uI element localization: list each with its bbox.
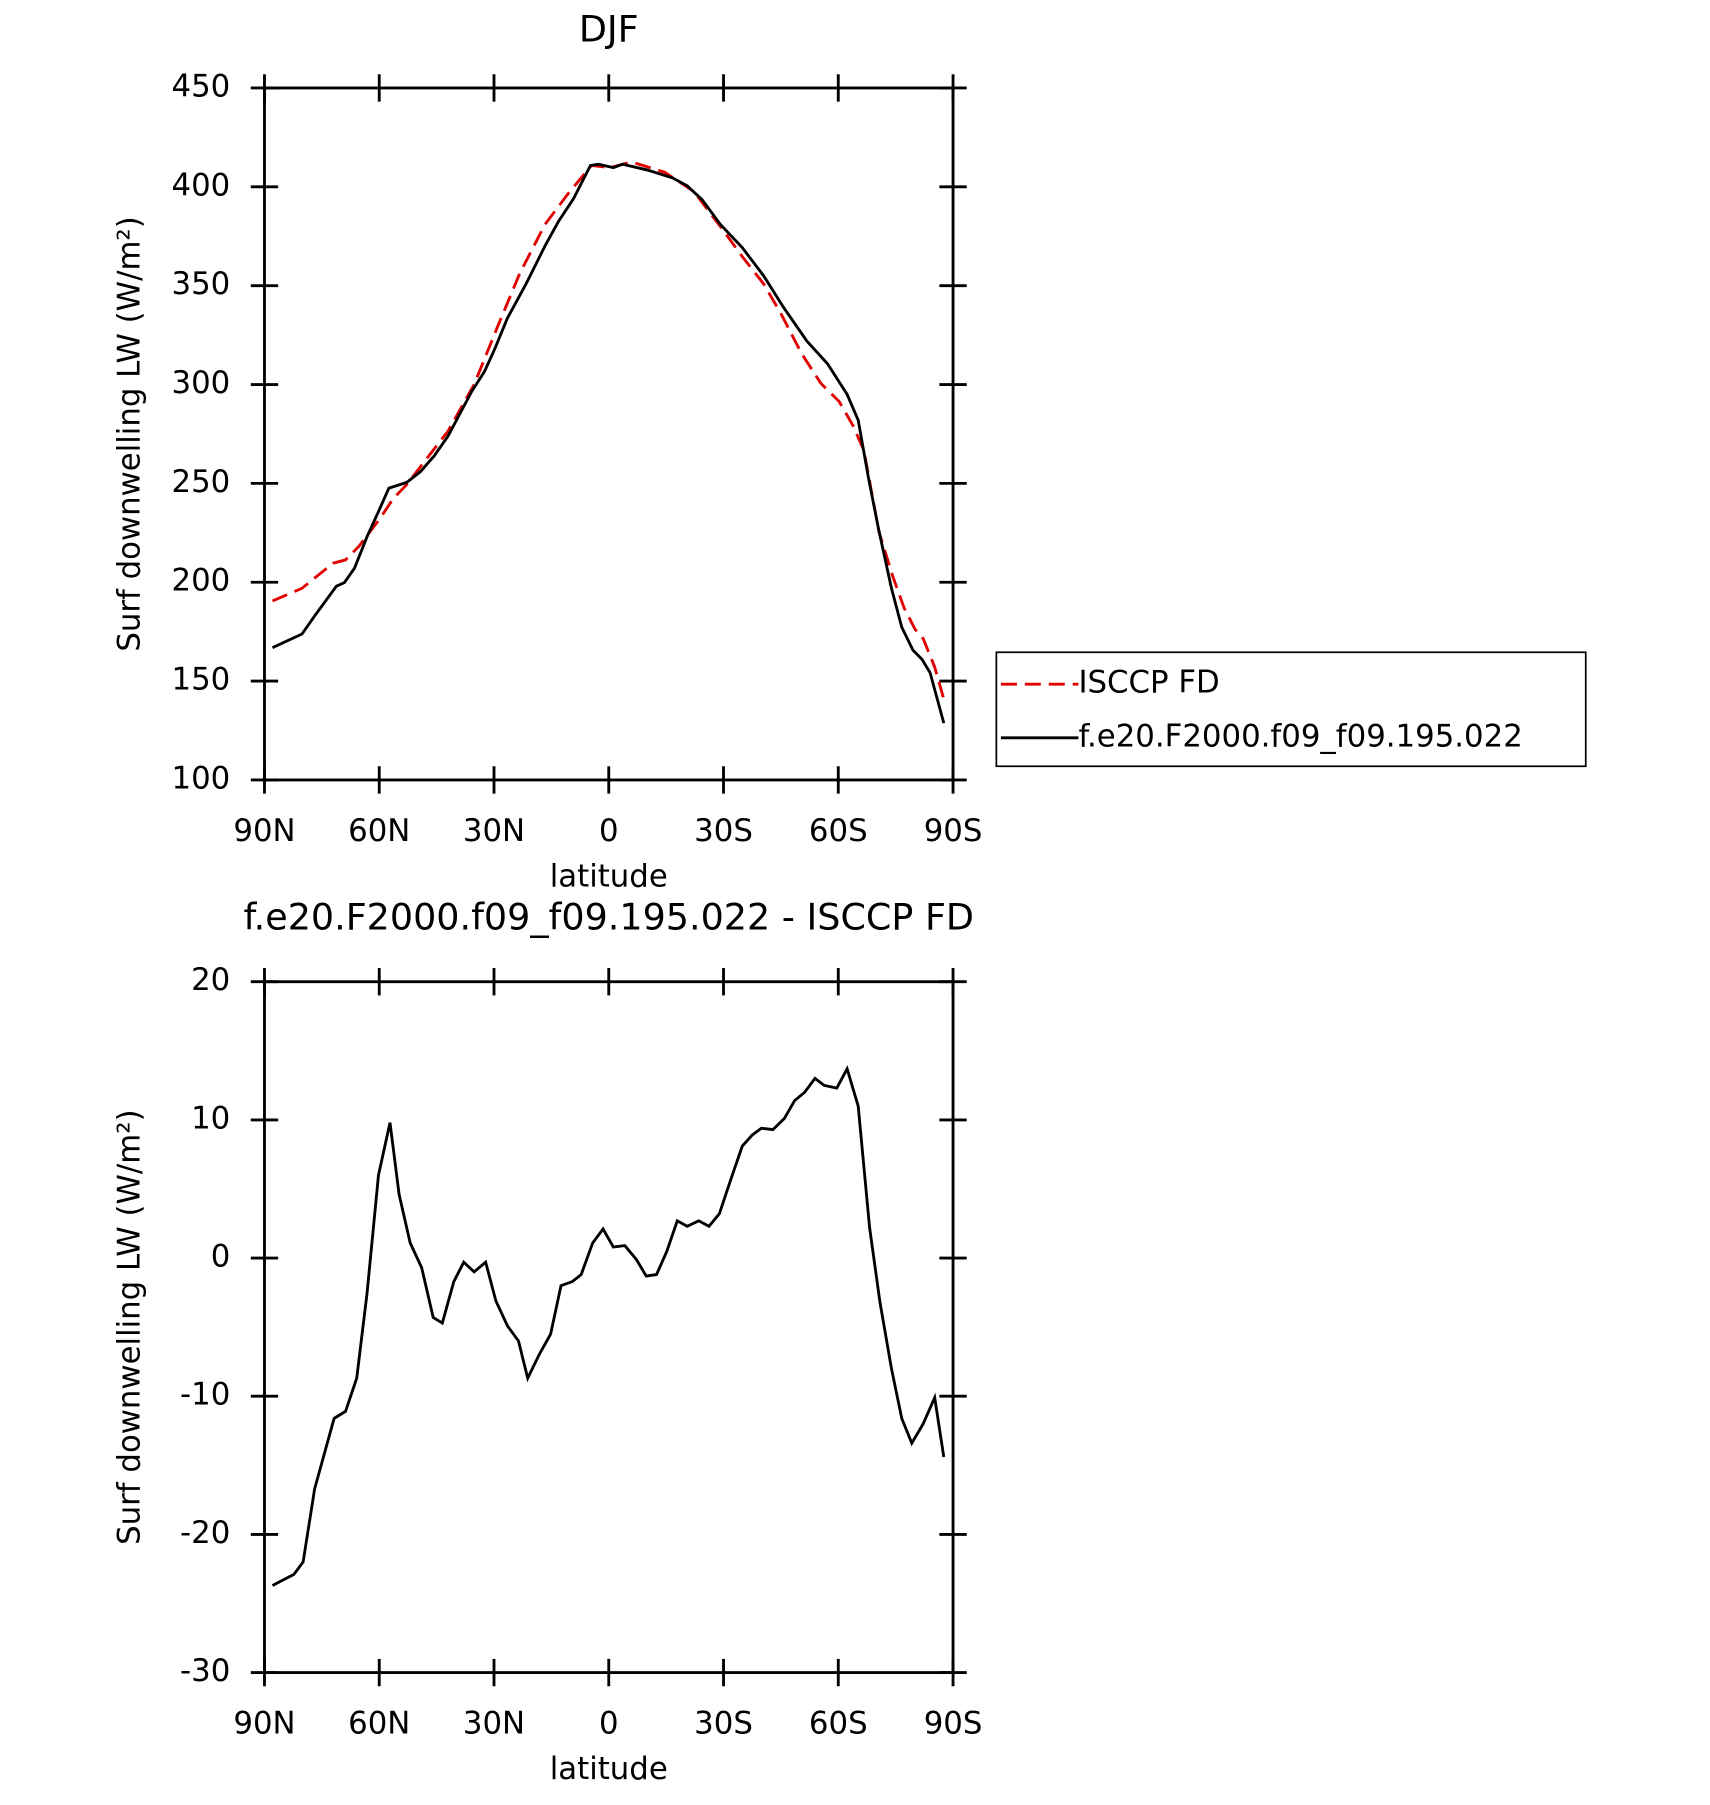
y-tick-label: 350 — [172, 266, 231, 302]
x-tick-label: 90N — [233, 1706, 295, 1742]
y-tick-label: 150 — [172, 662, 231, 698]
x-tick-label: 60N — [348, 813, 410, 849]
x-tick-label: 60S — [809, 813, 868, 849]
x-tick-label: 90S — [924, 1706, 983, 1742]
x-tick-label: 30S — [694, 813, 753, 849]
y-axis-label: Surf downwelling LW (W/m²) — [112, 1109, 148, 1544]
y-tick-label: 300 — [172, 365, 231, 401]
y-tick-label: 450 — [172, 68, 231, 104]
y-tick-label: 400 — [172, 167, 231, 203]
y-tick-label: 10 — [191, 1100, 230, 1136]
y-tick-label: -10 — [180, 1377, 230, 1413]
y-tick-label: 200 — [172, 563, 231, 599]
chart-title: f.e20.F2000.f09_f09.195.022 - ISCCP FD — [243, 896, 974, 939]
y-axis-label: Surf downwelling LW (W/m²) — [112, 216, 148, 651]
x-tick-label: 30N — [463, 813, 525, 849]
x-axis-label: latitude — [550, 1751, 668, 1787]
data-line — [271, 160, 946, 700]
x-axis-label: latitude — [550, 858, 668, 894]
y-tick-label: -20 — [180, 1515, 230, 1551]
legend-label: ISCCP FD — [1078, 665, 1219, 701]
legend-label: f.e20.F2000.f09_f09.195.022 — [1078, 718, 1522, 754]
x-tick-label: 90S — [924, 813, 983, 849]
data-line — [271, 162, 946, 724]
y-tick-label: 100 — [172, 760, 231, 796]
y-tick-label: -30 — [180, 1653, 230, 1689]
x-tick-label: 60S — [809, 1706, 868, 1742]
plot-frame — [263, 980, 955, 1674]
data-line — [271, 1065, 946, 1587]
x-tick-label: 0 — [599, 813, 619, 849]
y-tick-label: 0 — [211, 1239, 231, 1275]
legend-box — [995, 651, 1587, 768]
x-tick-label: 90N — [233, 813, 295, 849]
plot-frame — [263, 86, 955, 782]
x-tick-label: 60N — [348, 1706, 410, 1742]
y-tick-label: 20 — [191, 962, 230, 998]
x-tick-label: 30N — [463, 1706, 525, 1742]
y-tick-label: 250 — [172, 464, 231, 500]
x-tick-label: 30S — [694, 1706, 753, 1742]
x-tick-label: 0 — [599, 1706, 619, 1742]
chart-title: DJF — [579, 7, 639, 50]
